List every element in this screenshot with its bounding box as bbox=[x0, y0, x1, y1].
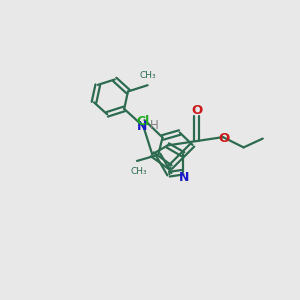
Text: CH₃: CH₃ bbox=[130, 167, 147, 176]
Text: N: N bbox=[179, 171, 190, 184]
Text: N: N bbox=[137, 120, 147, 133]
Text: CH₃: CH₃ bbox=[140, 71, 157, 80]
Text: O: O bbox=[191, 104, 202, 117]
Text: Cl: Cl bbox=[136, 115, 150, 128]
Text: O: O bbox=[219, 132, 230, 145]
Text: H: H bbox=[150, 119, 159, 132]
